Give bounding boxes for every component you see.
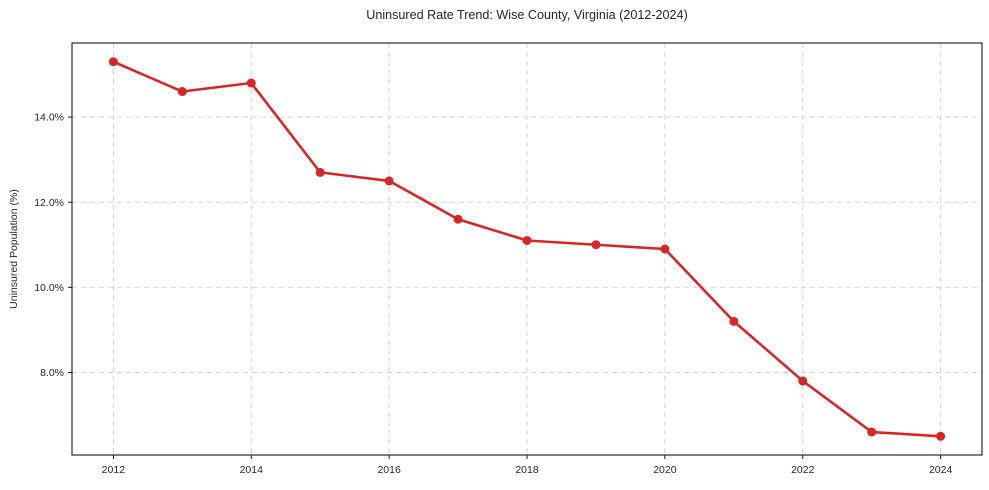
x-tick-label: 2020 [653,464,677,476]
x-tick-label: 2022 [791,464,815,476]
data-point [177,87,187,97]
data-point [315,167,325,177]
data-point [522,235,532,245]
y-tick-label: 12.0% [34,197,64,209]
data-point [867,427,877,437]
x-tick-label: 2018 [515,464,539,476]
x-tick-label: 2014 [240,464,264,476]
data-point [108,57,118,67]
data-point [384,176,394,186]
data-point [798,376,808,386]
x-tick-label: 2024 [929,464,953,476]
data-point [453,214,463,224]
data-point [660,244,670,254]
data-point [246,78,256,88]
y-tick-label: 10.0% [34,282,64,294]
plot-border [71,42,983,456]
data-point [729,316,739,326]
y-tick-label: 14.0% [34,112,64,124]
x-tick-label: 2016 [377,464,401,476]
x-tick-label: 2012 [102,464,126,476]
data-point [591,240,601,250]
data-point [936,431,946,441]
y-tick-label: 8.0% [40,367,64,379]
chart-title: Uninsured Rate Trend: Wise County, Virgi… [366,8,688,22]
